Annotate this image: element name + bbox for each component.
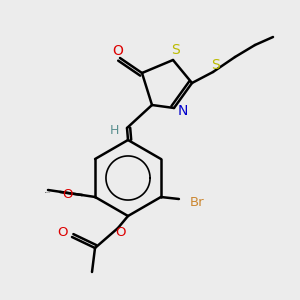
Text: S: S xyxy=(172,43,180,57)
Text: O: O xyxy=(116,226,126,239)
Text: O: O xyxy=(58,226,68,238)
Text: H: H xyxy=(109,124,119,136)
Text: O: O xyxy=(112,44,123,58)
Text: Br: Br xyxy=(190,196,204,209)
Text: O: O xyxy=(62,188,73,202)
Text: methoxy: methoxy xyxy=(45,191,51,193)
Text: S: S xyxy=(212,58,220,72)
Text: N: N xyxy=(178,104,188,118)
